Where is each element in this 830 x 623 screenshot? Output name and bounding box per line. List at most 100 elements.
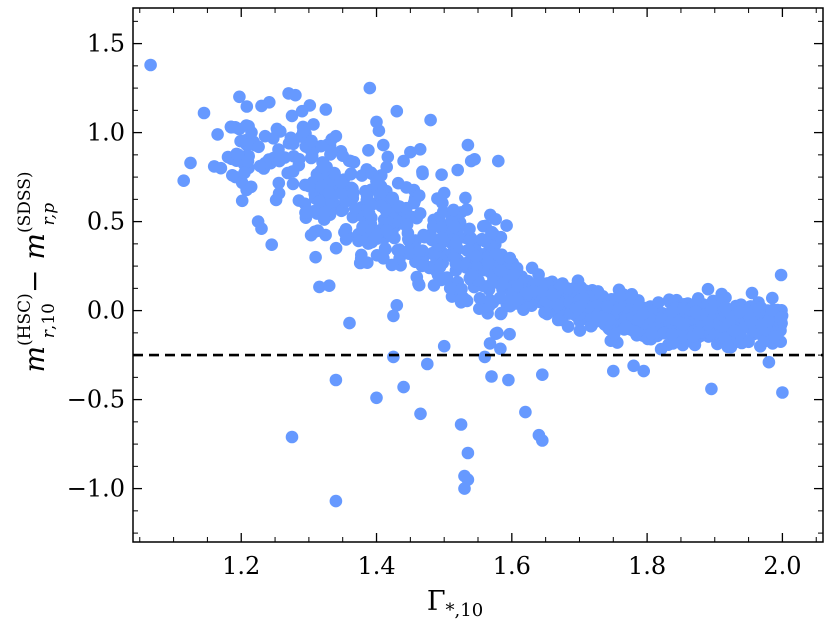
data-point [765,304,779,317]
data-point [665,328,679,341]
data-point [397,154,410,168]
data-point [461,138,475,152]
data-point [483,337,497,350]
data-point [519,287,533,300]
data-point [483,293,497,307]
data-point [496,277,509,291]
data-point [329,129,343,143]
data-point [676,318,690,331]
data-point [299,206,312,219]
data-point [295,104,309,118]
data-point [284,131,298,145]
data-point [600,300,614,314]
data-point [379,203,393,217]
data-point [519,405,532,419]
data-point [177,174,190,187]
data-point [511,279,524,293]
data-point [255,99,268,113]
data-point [269,193,283,207]
data-point [573,324,587,337]
data-point [390,299,404,312]
data-point [334,176,348,189]
data-point [427,279,441,292]
data-point [774,268,788,282]
x-tick-label: 1.4 [357,552,395,580]
data-point [585,319,598,333]
data-point [413,244,426,257]
data-point [347,186,360,200]
data-point [377,251,390,265]
data-point [197,106,211,120]
data-point [478,234,492,248]
data-point [214,161,228,175]
data-point [464,232,478,245]
data-point [494,230,508,244]
x-axis-label: Γ*,10 [427,586,483,621]
data-point [503,327,516,341]
data-point [233,90,246,104]
data-point [305,134,318,148]
data-point [335,187,348,200]
data-point [285,430,299,444]
data-point [363,81,377,95]
data-point [489,248,502,261]
x-tick-label: 2.0 [763,552,801,580]
y-axis-label: m(HSC) r,10−m(SDSS) r,p [15,171,59,372]
data-point [272,176,286,190]
data-point [241,154,255,168]
data-point [255,222,268,235]
data-point [292,153,306,166]
y-tick-label: 1.5 [87,30,125,58]
y-tick-label: −1.0 [67,475,125,503]
data-point [754,318,768,331]
data-point [322,186,336,199]
data-point [390,104,404,118]
data-point [473,292,487,305]
data-point [458,482,471,495]
data-point [231,148,245,161]
data-point [433,260,447,274]
y-tick-label: 1.0 [87,119,125,147]
data-point [500,219,513,232]
data-point [511,293,524,307]
data-point [211,128,224,141]
data-point [525,261,539,275]
data-point [364,198,378,212]
data-point [495,306,508,320]
data-point [666,337,680,350]
data-point [485,370,498,383]
data-point [387,309,400,323]
data-point [767,330,781,344]
data-point [226,169,239,182]
data-point [309,250,322,264]
data-point [362,144,375,157]
data-point [493,291,507,305]
data-point [400,201,413,215]
data-point [447,203,460,217]
data-point [386,191,400,205]
data-point [400,218,414,231]
data-point [416,165,429,178]
data-point [380,224,394,237]
data-point [468,153,481,166]
data-point [339,233,353,246]
data-point [573,300,586,314]
data-point [728,324,741,338]
data-point [414,407,427,421]
data-point [412,277,425,290]
data-point [381,150,395,164]
data-point [313,280,326,294]
data-point [314,139,328,153]
data-point [421,357,434,371]
data-point [244,180,258,194]
data-point [632,313,645,326]
data-point [307,118,320,131]
data-point [270,122,284,136]
data-point [304,151,318,165]
data-point [766,291,779,305]
data-point [304,228,318,242]
data-point [437,205,450,219]
data-point [689,305,702,319]
data-point [443,281,457,295]
data-point [319,103,333,116]
